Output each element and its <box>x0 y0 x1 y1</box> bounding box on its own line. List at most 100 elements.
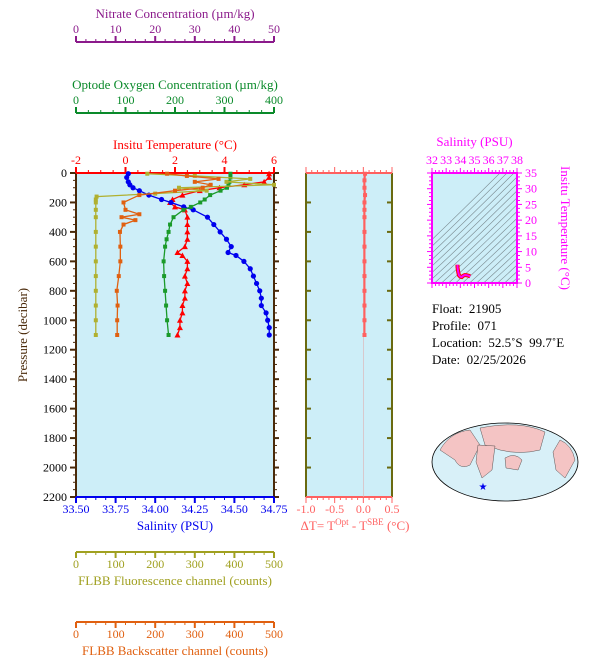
fluor-point <box>176 185 181 190</box>
sal-tick-label: 34.00 <box>142 502 169 516</box>
temp-point <box>174 332 181 338</box>
bb-tick-label: 0 <box>73 627 79 641</box>
fluor-point <box>93 259 98 264</box>
ts-x-tick-label: 38 <box>511 153 523 167</box>
delta-t-point <box>362 333 367 337</box>
density-contour <box>432 173 515 254</box>
temp-point <box>184 214 191 220</box>
oxygen-point <box>202 197 207 202</box>
nitrate-tick-label: 50 <box>268 22 280 36</box>
oxygen-point <box>164 303 169 308</box>
oxygen-point <box>208 193 213 198</box>
density-contour <box>476 244 517 283</box>
bb-point <box>192 179 197 184</box>
temp-point <box>184 221 191 228</box>
fluor-point <box>272 182 276 187</box>
delta-t-plot-area <box>306 173 392 497</box>
fluor-tick-label: 200 <box>146 557 164 571</box>
oxygen-tick-label: 0 <box>73 93 79 107</box>
y-tick-label: 1000 <box>43 313 67 327</box>
fluor-point <box>93 303 98 308</box>
delta-t-point <box>362 318 367 323</box>
bb-point <box>200 185 205 190</box>
oxygen-tick-label: 400 <box>265 93 283 107</box>
bb-axis-label: FLBB Backscatter channel (counts) <box>82 643 268 658</box>
density-contour <box>432 176 517 260</box>
temp-tick-label: -2 <box>71 153 81 167</box>
bb-tick-label: 300 <box>186 627 204 641</box>
temp-axis-label: Insitu Temperature (°C) <box>113 137 237 152</box>
sal-tick-label: 34.75 <box>261 502 288 516</box>
sal-point <box>217 229 223 235</box>
fluor-tick-label: 300 <box>186 557 204 571</box>
temp-point <box>184 228 191 235</box>
bb-point <box>216 176 221 181</box>
temp-point <box>172 203 178 210</box>
fluor-point <box>93 197 98 202</box>
delta-t-axis-label: ΔT= TOpt - TSBE (°C) <box>301 517 410 533</box>
bb-point <box>123 207 128 212</box>
sal-point <box>204 214 211 220</box>
bb-point <box>137 212 142 217</box>
temp-point <box>261 178 268 185</box>
temp-tick-label: 6 <box>271 153 277 167</box>
temp-point <box>181 243 188 250</box>
bb-point <box>114 288 119 293</box>
temp-point <box>184 265 191 272</box>
sal-point <box>253 280 260 287</box>
bb-series-line <box>116 173 219 335</box>
ts-y-tick-label: 5 <box>525 260 531 274</box>
ts-x-tick-label: 35 <box>469 153 481 167</box>
bb-point <box>133 218 138 223</box>
bb-point <box>121 222 126 227</box>
oxygen-point <box>165 318 170 323</box>
sal-tick-label: 34.25 <box>181 502 208 516</box>
fluor-point <box>93 229 98 234</box>
delta-t-point <box>362 229 367 234</box>
sal-point <box>228 244 234 250</box>
oxygen-point <box>166 229 171 234</box>
oxygen-point <box>162 274 167 279</box>
nitrate-tick-label: 30 <box>189 22 201 36</box>
bb-point <box>116 274 121 279</box>
sal-point <box>266 332 272 338</box>
sal-point <box>136 188 142 194</box>
delta-t-point <box>362 178 367 183</box>
temp-point <box>184 236 191 242</box>
sal-tick-label: 33.75 <box>102 502 129 516</box>
fluor-point <box>204 188 209 193</box>
fluor-point <box>93 318 98 323</box>
ts-x-tick-label: 34 <box>454 153 466 167</box>
ts-y-tick-label: 10 <box>525 245 537 259</box>
oxygen-point <box>168 222 173 227</box>
sal-point <box>211 221 217 228</box>
bb-point <box>118 244 123 249</box>
density-contour <box>511 277 517 283</box>
y-tick-label: 400 <box>49 225 67 239</box>
oxygen-point <box>198 200 203 205</box>
sal-point <box>225 249 231 256</box>
temp-tick-label: 2 <box>172 153 178 167</box>
bb-point <box>115 333 120 337</box>
map-land <box>475 444 496 479</box>
sal-point <box>250 273 257 279</box>
delta-t-point <box>363 193 368 198</box>
density-contour <box>541 163 609 288</box>
ts-y-tick-label: 20 <box>525 213 537 227</box>
fluor-point <box>93 333 98 337</box>
density-contour <box>490 258 517 283</box>
ts-x-tick-label: 32 <box>426 153 438 167</box>
bb-tick-label: 200 <box>146 627 164 641</box>
temp-tick-label: 0 <box>123 153 129 167</box>
temp-point <box>181 287 188 294</box>
fluor-point <box>93 288 98 293</box>
bb-point <box>117 229 122 234</box>
fluor-point <box>145 171 150 176</box>
delta-t-point <box>362 200 367 205</box>
fluor-axis-label: FLBB Fluorescence channel (counts) <box>78 573 272 588</box>
ts-y-tick-label: 25 <box>525 197 537 211</box>
fluor-point <box>93 207 98 212</box>
sal-point <box>266 325 272 331</box>
delta-t-point <box>362 185 367 190</box>
oxygen-point <box>188 204 193 209</box>
